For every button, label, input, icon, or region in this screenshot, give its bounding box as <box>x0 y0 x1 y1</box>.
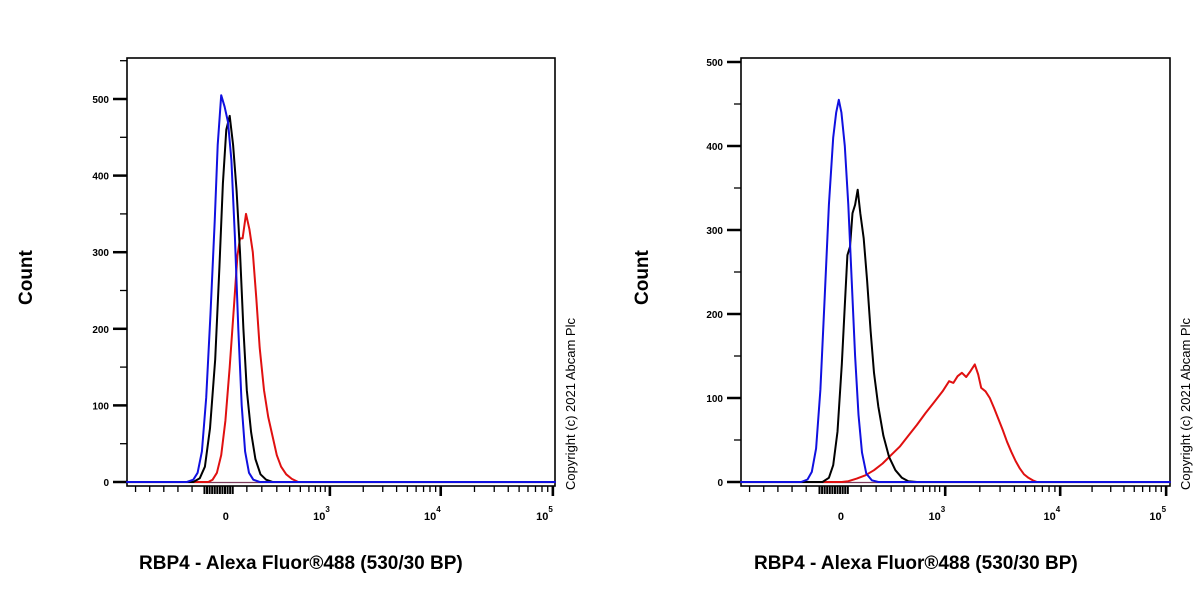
copyright-notice: Copyright (c) 2021 Abcam Plc <box>563 318 578 490</box>
histogram-series-black <box>740 188 1171 483</box>
histogram-panel-right: 0 100 200 300 400 500 0 103 104 105 Count RBP4 - … <box>615 0 1200 600</box>
x-axis: 0 103 104 105 <box>748 486 1168 523</box>
y-tick-label: 100 <box>92 401 109 412</box>
histogram-series-red <box>740 363 1171 483</box>
y-axis-label: Count <box>632 250 653 305</box>
x-tick-label: 0 <box>838 511 844 523</box>
x-tick-label: 105 <box>1149 505 1166 523</box>
x-tick-label: 104 <box>424 505 441 523</box>
plot-frame <box>126 57 556 487</box>
x-tick-label: 105 <box>536 505 553 523</box>
histogram-series-black <box>126 114 556 483</box>
y-tick-label: 500 <box>92 95 109 106</box>
histogram-panel-left: 0 100 200 300 400 500 0 103 104 105 Count RBP4 - … <box>16 57 578 574</box>
x-tick-label: 103 <box>929 505 946 523</box>
y-tick-label: 100 <box>706 394 723 405</box>
x-axis-label: RBP4 - Alexa Fluor®488 (530/30 BP) <box>754 553 1078 574</box>
histogram-series-blue <box>740 98 1171 483</box>
x-axis-label: RBP4 - Alexa Fluor®488 (530/30 BP) <box>139 553 463 574</box>
y-tick-label: 200 <box>706 310 723 321</box>
y-tick-label: 300 <box>706 226 723 237</box>
x-tick-label: 103 <box>313 505 330 523</box>
y-tick-label: 400 <box>706 142 723 153</box>
y-axis: 0 100 200 300 400 500 <box>92 60 127 489</box>
x-tick-label: 0 <box>223 511 229 523</box>
histogram-series-red <box>126 212 556 483</box>
y-tick-label: 300 <box>92 248 109 259</box>
y-tick-label: 400 <box>92 172 109 183</box>
y-tick-label: 0 <box>103 478 109 489</box>
plot-frame <box>740 57 1171 487</box>
histogram-chart-left: 0 100 200 300 400 500 0 103 104 105 <box>92 57 556 523</box>
y-tick-label: 0 <box>717 478 723 489</box>
copyright-notice: Copyright (c) 2021 Abcam Plc <box>1178 318 1193 490</box>
x-axis: 0 103 104 105 <box>134 486 555 523</box>
y-axis-label: Count <box>16 250 37 305</box>
x-tick-label: 104 <box>1043 505 1060 523</box>
histogram-series-blue <box>126 94 556 483</box>
y-tick-label: 200 <box>92 325 109 336</box>
y-tick-label: 500 <box>706 58 723 69</box>
y-axis: 0 100 200 300 400 500 <box>706 58 741 489</box>
histogram-chart-right: 0 100 200 300 400 500 0 103 104 105 <box>706 57 1171 523</box>
